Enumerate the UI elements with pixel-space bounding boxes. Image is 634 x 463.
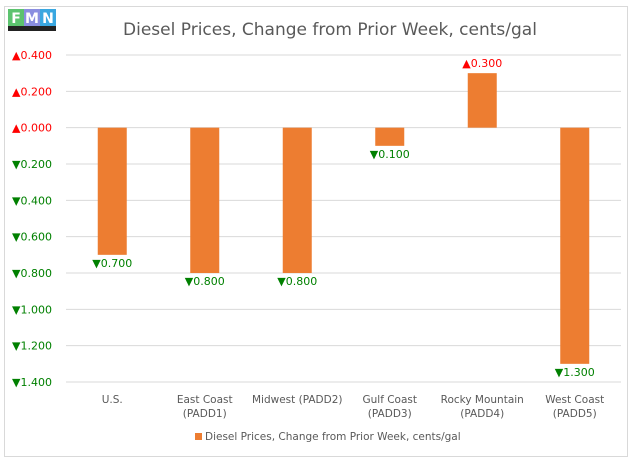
svg-text:N: N [42, 11, 54, 27]
data-label: ▼0.100 [370, 148, 410, 161]
x-tick-label: Gulf Coast [362, 394, 417, 406]
y-tick-label: ▼0.200 [12, 158, 52, 171]
chart-frame [4, 6, 628, 457]
bar [560, 127, 590, 364]
x-tick-label: Midwest (PADD2) [252, 394, 343, 406]
x-tick-label: Rocky Mountain [441, 394, 524, 406]
bar [375, 127, 405, 146]
y-tick-label: ▼0.600 [12, 231, 52, 244]
data-label: ▼1.300 [555, 366, 595, 379]
legend-label: Diesel Prices, Change from Prior Week, c… [205, 431, 461, 443]
x-tick-label: (PADD3) [368, 408, 412, 420]
data-label: ▼0.800 [277, 275, 317, 288]
y-tick-label: ▲0.000 [12, 122, 52, 135]
y-tick-label: ▲0.200 [12, 85, 52, 98]
chart-title: Diesel Prices, Change from Prior Week, c… [123, 20, 537, 40]
fmn-logo: F M N [8, 9, 56, 31]
svg-text:M: M [25, 11, 39, 27]
bar [190, 127, 220, 274]
bar [282, 127, 312, 274]
y-tick-label: ▼0.800 [12, 267, 52, 280]
legend-swatch [195, 433, 202, 440]
data-label: ▼0.700 [92, 257, 132, 270]
y-tick-label: ▼0.400 [12, 194, 52, 207]
x-tick-label: (PADD4) [460, 408, 504, 420]
y-tick-label: ▲0.400 [12, 49, 52, 62]
bar [467, 73, 497, 128]
y-tick-label: ▼1.400 [12, 376, 52, 389]
x-tick-label: West Coast [545, 394, 604, 406]
data-label: ▲0.300 [462, 57, 502, 70]
y-tick-label: ▼1.200 [12, 340, 52, 353]
svg-text:F: F [11, 11, 21, 27]
y-tick-label: ▼1.000 [12, 303, 52, 316]
bar [97, 127, 127, 255]
x-tick-label: East Coast [177, 394, 233, 406]
data-label: ▼0.800 [185, 275, 225, 288]
x-tick-label: (PADD1) [183, 408, 227, 420]
x-tick-label: U.S. [102, 394, 123, 406]
x-tick-label: (PADD5) [553, 408, 597, 420]
